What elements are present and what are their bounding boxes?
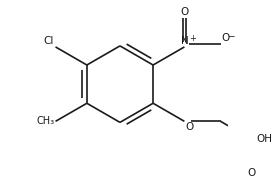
- Text: O: O: [221, 33, 230, 43]
- Text: CH₃: CH₃: [36, 116, 54, 126]
- Text: O: O: [185, 122, 193, 132]
- Text: +: +: [189, 34, 196, 43]
- Text: O: O: [248, 168, 256, 178]
- Text: OH: OH: [256, 134, 272, 144]
- Text: O: O: [180, 7, 189, 17]
- Text: N: N: [181, 36, 188, 46]
- Text: −: −: [227, 31, 234, 40]
- Text: Cl: Cl: [44, 36, 54, 46]
